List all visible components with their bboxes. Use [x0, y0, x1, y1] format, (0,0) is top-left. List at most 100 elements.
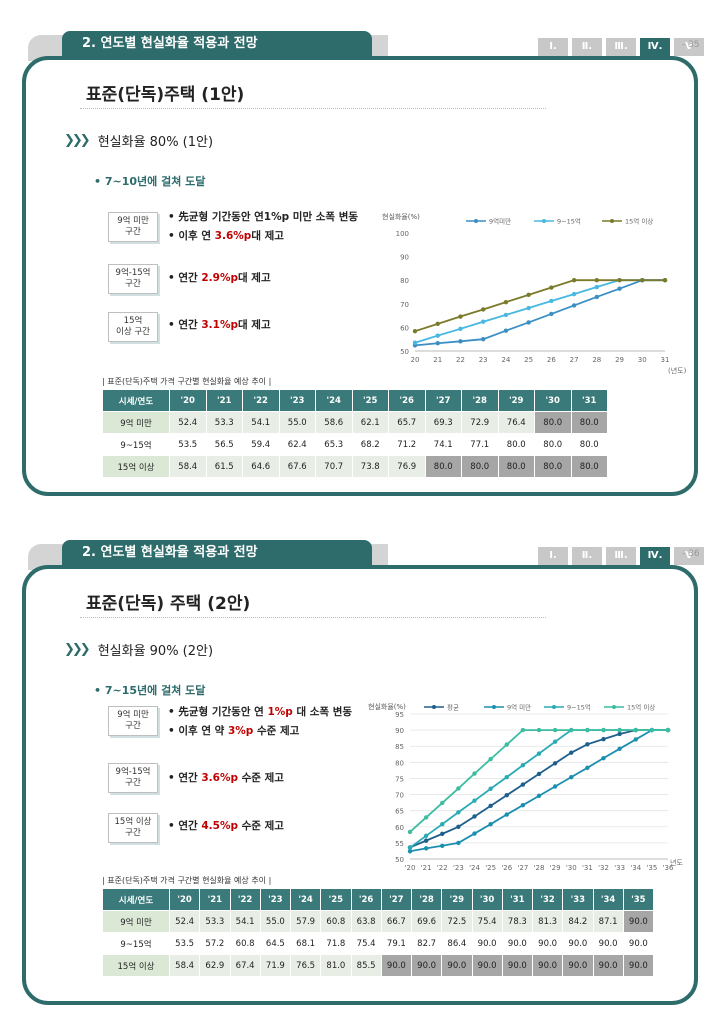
column-header: '32 [531, 888, 564, 911]
table-cell: 90.0 [501, 954, 534, 977]
data-point [412, 340, 418, 345]
description-line: • 연간 2.9%p대 제고 [168, 269, 271, 288]
chapter-tab-3[interactable]: Ⅲ. [606, 547, 636, 565]
series-line [409, 729, 668, 833]
x-tick-label: '31 [582, 864, 593, 872]
chapter-tab-1[interactable]: Ⅰ. [538, 38, 568, 56]
column-header: '31 [501, 888, 534, 911]
table-cell: 74.1 [424, 433, 462, 456]
table-cell: 79.1 [380, 932, 413, 955]
table-cell: 90.0 [531, 932, 564, 955]
data-point [536, 727, 542, 733]
table-cell: 80.0 [424, 455, 462, 478]
data-point [435, 341, 440, 346]
description-text: 수준 제고 [237, 772, 284, 784]
table-cell: 90.0 [562, 932, 594, 955]
table-cell: 58.4 [169, 455, 207, 478]
x-tick-label: 23 [479, 356, 488, 364]
data-point [594, 294, 600, 300]
series-line [409, 729, 668, 853]
table-cell: 76.4 [497, 411, 535, 434]
y-axis-label: 현실화율(%) [382, 212, 420, 221]
table-cell: 90.0 [441, 954, 473, 977]
table-cell: 55.0 [259, 910, 292, 933]
x-tick-label: '30 [566, 864, 577, 872]
description-line: • 이후 연 약 3%p 수준 제고 [168, 722, 352, 741]
column-header: '31 [570, 389, 608, 412]
description-line: • 이후 연 3.6%p대 제고 [168, 227, 358, 246]
chapter-tab-1[interactable]: Ⅰ. [538, 547, 568, 565]
legend-marker [542, 219, 546, 223]
chevron-arrows-icon: ❯❯❯ [64, 642, 91, 657]
data-point [617, 278, 622, 283]
chapter-tab-5[interactable]: Ⅴ [674, 547, 704, 565]
y-tick-label: 100 [396, 230, 409, 238]
table-row: 9억 미만 52.4 53.3 54.1 55.0 57.9 60.8 63.8 66.7 69.… [102, 910, 655, 933]
table-cell: 58.6 [315, 411, 353, 434]
range-tag-line: 9억 미만 [117, 710, 149, 720]
table-cell: 54.1 [229, 910, 261, 933]
data-point [536, 751, 542, 756]
table-cell: 59.4 [242, 433, 280, 456]
data-point [472, 771, 477, 776]
x-axis-label: 년도 [670, 858, 683, 867]
description-text: • 先균형 기간동안 연1%p 미만 소폭 변동 [168, 211, 359, 223]
data-point [412, 328, 418, 334]
data-point [407, 845, 413, 850]
range-tag-line: 9억-15억 [115, 767, 151, 777]
data-point [440, 800, 445, 806]
column-header: 시세/연도 [102, 389, 170, 412]
table-cell: 85.5 [350, 954, 382, 977]
data-point [569, 750, 574, 755]
description-text: • 연간 [168, 772, 202, 784]
x-tick-label: '27 [517, 864, 528, 872]
y-tick-label: 90 [395, 727, 404, 735]
data-point [520, 802, 526, 808]
data-point [456, 786, 461, 791]
x-tick-label: 28 [592, 356, 601, 364]
data-point [640, 278, 645, 283]
legend-marker [610, 219, 614, 223]
description-text: • 연간 [168, 272, 202, 284]
data-point [456, 824, 461, 829]
column-header: '25 [351, 389, 389, 412]
chapter-tab-2[interactable]: Ⅱ. [572, 547, 602, 565]
table-cell: 55.0 [278, 411, 316, 434]
highlight-value: 3.6%p [214, 230, 252, 242]
chapter-tab-5[interactable]: Ⅴ [674, 38, 704, 56]
chapter-tab-2[interactable]: Ⅱ. [572, 38, 602, 56]
data-point [552, 727, 558, 733]
table-caption: | 표준(단독)주택 가격 구간별 현실화율 예상 추이 | [102, 377, 272, 386]
x-tick-label: '36 [663, 864, 674, 872]
data-point [526, 292, 531, 298]
data-point [569, 727, 574, 733]
data-point [458, 339, 463, 344]
y-tick-label: 50 [395, 856, 404, 864]
page-number: - 36 [682, 549, 700, 559]
data-point [480, 319, 486, 324]
column-header: '23 [259, 888, 292, 911]
data-point [617, 286, 622, 291]
column-header: '28 [461, 389, 499, 412]
column-header: '27 [424, 389, 462, 412]
data-point [601, 736, 606, 742]
chapter-tab-3[interactable]: Ⅲ. [606, 38, 636, 56]
chapter-tab-4[interactable]: Ⅳ. [640, 547, 670, 565]
table-cell: 90.0 [622, 910, 655, 933]
column-header: '35 [622, 888, 655, 911]
chapter-tab-4[interactable]: Ⅳ. [640, 38, 670, 56]
data-point [569, 774, 574, 780]
y-tick-label: 95 [395, 711, 404, 719]
range-tag: 15억 이상 구간 [108, 312, 158, 342]
legend-label: 9~15억 [557, 218, 581, 226]
description-line: • 연간 3.6%p 수준 제고 [168, 769, 284, 788]
range-tag: 9억-15억 구간 [108, 763, 158, 793]
table-cell: 53.3 [199, 910, 231, 933]
table-cell: 80.0 [534, 411, 572, 434]
legend-label: 9~15억 [567, 704, 591, 712]
y-tick-label: 70 [400, 301, 409, 309]
column-header: '22 [229, 888, 261, 911]
series-line [409, 729, 668, 849]
highlight-value: 1%p [267, 706, 293, 718]
data-point [435, 333, 440, 338]
